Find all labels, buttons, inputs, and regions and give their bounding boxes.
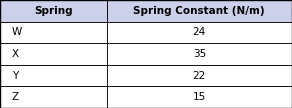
Text: Y: Y <box>12 71 18 81</box>
Bar <box>0 0 107 22</box>
Text: 24: 24 <box>193 27 206 37</box>
Bar <box>107 86 292 108</box>
Bar <box>0 22 107 43</box>
Bar <box>107 65 292 86</box>
Bar <box>107 43 292 65</box>
Text: 15: 15 <box>193 92 206 102</box>
Bar <box>0 43 107 65</box>
Bar <box>107 0 292 22</box>
Text: Z: Z <box>12 92 19 102</box>
Text: W: W <box>12 27 22 37</box>
Text: 35: 35 <box>193 49 206 59</box>
Text: X: X <box>12 49 19 59</box>
Text: Spring Constant (N/m): Spring Constant (N/m) <box>133 6 265 16</box>
Bar <box>0 65 107 86</box>
Bar <box>107 22 292 43</box>
Bar <box>0 86 107 108</box>
Text: 22: 22 <box>193 71 206 81</box>
Text: Spring: Spring <box>34 6 73 16</box>
